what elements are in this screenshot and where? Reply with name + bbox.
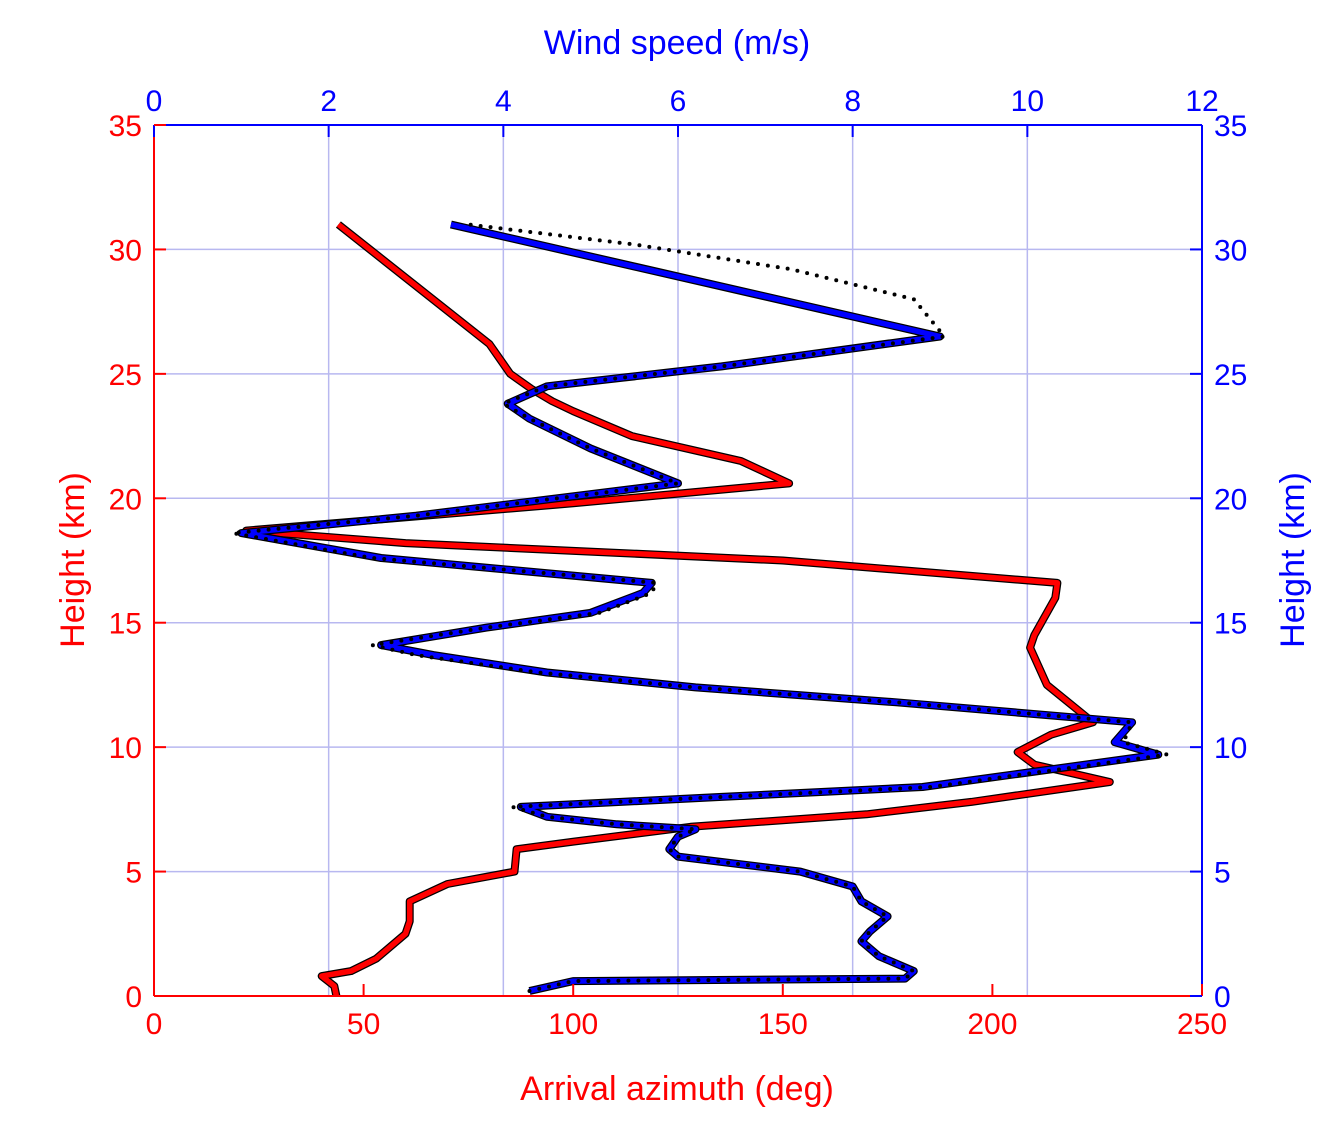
left-tick-label: 5 [125, 857, 142, 890]
right-tick-label: 35 [1214, 110, 1247, 143]
left-tick-label: 0 [125, 981, 142, 1014]
top-tick-label: 0 [146, 85, 163, 118]
right-axis-title: Height (km) [1274, 472, 1312, 648]
top-tick-label: 2 [320, 85, 337, 118]
bottom-axis-title: Arrival azimuth (deg) [520, 1070, 834, 1108]
axes [153, 124, 1203, 997]
left-tick-label: 25 [109, 359, 142, 392]
bottom-tick-label: 200 [967, 1008, 1017, 1041]
bottom-tick-label: 100 [548, 1008, 598, 1041]
bottom-tick-label: 250 [1177, 1008, 1227, 1041]
top-tick-label: 8 [844, 85, 861, 118]
top-axis-title: Wind speed (m/s) [544, 24, 810, 62]
top-tick-label: 4 [495, 85, 512, 118]
right-tick-label: 10 [1214, 732, 1247, 765]
series-layer [230, 220, 1170, 997]
left-tick-label: 20 [109, 483, 142, 516]
left-axis-title: Height (km) [54, 472, 92, 648]
left-tick-label: 10 [109, 732, 142, 765]
bottom-tick-label: 0 [146, 1008, 163, 1041]
top-tick-label: 12 [1185, 85, 1218, 118]
right-tick-label: 20 [1214, 483, 1247, 516]
left-tick-label: 35 [109, 110, 142, 143]
bottom-tick-label: 150 [758, 1008, 808, 1041]
top-tick-label: 10 [1011, 85, 1044, 118]
left-tick-label: 30 [109, 234, 142, 267]
right-tick-label: 25 [1214, 359, 1247, 392]
right-tick-label: 15 [1214, 608, 1247, 641]
right-tick-label: 30 [1214, 234, 1247, 267]
series-line-arrival-azimuth [243, 222, 1113, 997]
right-tick-label: 5 [1214, 857, 1231, 890]
grid [154, 125, 1202, 996]
bottom-tick-label: 50 [347, 1008, 380, 1041]
right-tick-label: 0 [1214, 981, 1231, 1014]
top-tick-label: 6 [670, 85, 687, 118]
left-tick-label: 15 [109, 608, 142, 641]
